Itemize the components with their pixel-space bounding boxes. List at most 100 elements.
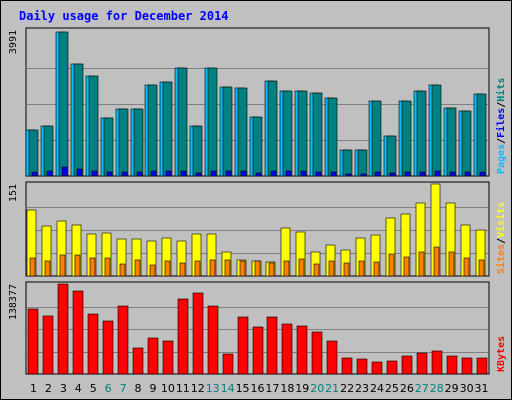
bar-files-20	[312, 92, 323, 177]
bar-sites-20	[313, 263, 320, 277]
bar-kbytes-6	[102, 320, 114, 375]
bar-kbytes-1	[27, 308, 39, 375]
bar-kbytes-8	[132, 347, 144, 375]
bar-files-6	[103, 117, 114, 177]
bar-kbytes-20	[311, 331, 323, 375]
x-tick-label: 30	[460, 382, 474, 395]
x-tick-label: 24	[370, 382, 384, 395]
bar-pages-1	[31, 171, 38, 177]
bar-pages-30	[464, 171, 471, 177]
legend-visits-sites: Sites/Visits	[495, 202, 507, 274]
bar-files-10	[162, 81, 173, 177]
bar-kbytes-19	[296, 325, 308, 375]
x-tick-label: 23	[355, 382, 369, 395]
x-tick-label: 29	[445, 382, 459, 395]
bar-sites-26	[403, 256, 410, 277]
bar-pages-27	[419, 171, 426, 177]
x-tick-label: 26	[400, 382, 414, 395]
x-tick-label: 7	[120, 382, 127, 395]
bar-pages-15	[240, 170, 247, 177]
bar-sites-24	[373, 261, 380, 277]
bar-sites-2	[44, 260, 51, 277]
legend-item: /	[496, 138, 507, 144]
x-tick-label: 17	[265, 382, 279, 395]
y-max-label: 151	[8, 184, 19, 202]
bar-pages-13	[210, 170, 217, 177]
bar-pages-14	[225, 170, 232, 177]
bar-files-21	[327, 97, 338, 177]
bar-files-11	[177, 67, 188, 177]
bar-pages-26	[404, 171, 411, 177]
x-tick-label: 2	[45, 382, 52, 395]
bar-pages-5	[91, 170, 98, 177]
bar-files-31	[476, 93, 487, 177]
bar-pages-8	[136, 171, 143, 177]
bar-pages-6	[106, 171, 113, 177]
x-tick-label: 14	[221, 382, 235, 395]
bar-kbytes-4	[72, 290, 84, 375]
x-tick-label: 20	[310, 382, 324, 395]
bar-kbytes-10	[162, 340, 174, 375]
bar-files-5	[88, 75, 99, 177]
bar-sites-22	[343, 262, 350, 277]
bar-sites-10	[164, 260, 171, 277]
bar-files-13	[207, 67, 218, 177]
bar-sites-14	[224, 259, 231, 277]
legend-item: KBytes	[496, 336, 507, 372]
x-tick-label: 8	[135, 382, 142, 395]
bar-sites-21	[328, 260, 335, 277]
bar-sites-11	[179, 262, 186, 277]
legend-item: Hits	[495, 78, 507, 102]
bar-pages-7	[121, 171, 128, 177]
bar-pages-20	[315, 171, 322, 177]
x-tick-label: 15	[236, 382, 250, 395]
bar-files-1	[28, 129, 39, 177]
legend-item: Sites	[495, 244, 507, 274]
legend-item: Files	[495, 108, 507, 138]
bar-sites-23	[358, 260, 365, 277]
bar-pages-21	[330, 171, 337, 177]
bar-pages-31	[479, 171, 486, 177]
bar-kbytes-12	[192, 292, 204, 375]
bar-sites-28	[433, 246, 440, 277]
bar-kbytes-16	[252, 326, 264, 375]
legend-item: /	[496, 102, 507, 108]
bar-kbytes-3	[57, 283, 69, 375]
bar-sites-13	[209, 259, 216, 277]
bar-pages-4	[76, 168, 83, 177]
bar-files-23	[357, 149, 368, 177]
bar-sites-15	[239, 260, 246, 277]
bar-kbytes-22	[341, 357, 353, 375]
bar-pages-2	[46, 170, 53, 177]
x-tick-label: 3	[60, 382, 67, 395]
bar-pages-24	[374, 171, 381, 177]
bar-kbytes-31	[476, 357, 488, 375]
bar-kbytes-21	[326, 340, 338, 375]
y-max-label: 138377	[8, 284, 19, 320]
x-tick-label: 22	[340, 382, 354, 395]
legend-hits-files-pages: Pages/Files/Hits	[495, 78, 507, 174]
bar-pages-25	[389, 172, 396, 177]
bar-files-25	[386, 135, 397, 177]
bar-files-17	[267, 80, 278, 177]
bar-kbytes-18	[281, 323, 293, 375]
bar-kbytes-7	[117, 305, 129, 375]
bar-sites-16	[254, 260, 261, 277]
legend-kbytes: KBytes	[496, 336, 507, 372]
bar-sites-7	[119, 263, 126, 277]
bar-kbytes-24	[371, 361, 383, 375]
bar-kbytes-30	[461, 357, 473, 375]
bar-kbytes-13	[207, 305, 219, 375]
bar-sites-5	[89, 257, 96, 277]
bar-sites-8	[134, 259, 141, 277]
bar-files-15	[237, 87, 248, 177]
bar-sites-9	[149, 264, 156, 277]
bar-files-4	[73, 63, 84, 177]
x-tick-label: 18	[280, 382, 294, 395]
bar-sites-30	[463, 257, 470, 277]
x-tick-label: 21	[325, 382, 339, 395]
bar-sites-25	[388, 253, 395, 277]
x-tick-label: 10	[161, 382, 175, 395]
x-tick-label: 9	[149, 382, 156, 395]
